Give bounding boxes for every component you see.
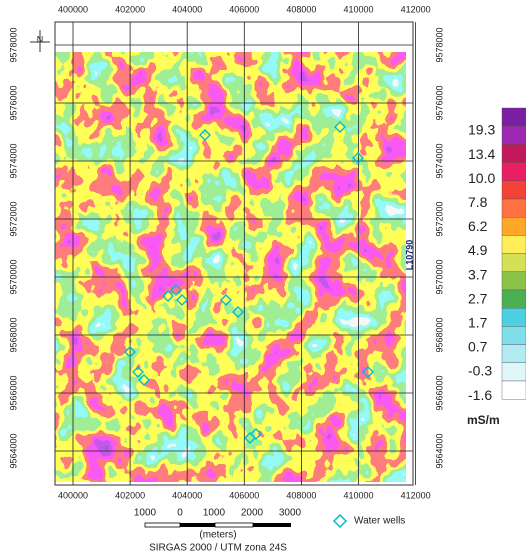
colorbar-label: 0.7	[468, 339, 488, 355]
colorbar-unit: mS/m	[467, 413, 500, 427]
colorbar-swatch	[501, 216, 526, 236]
well-marker	[162, 290, 174, 302]
colorbar-swatch	[501, 308, 526, 327]
scale-label: 1000	[134, 508, 157, 519]
colorbar-swatch	[501, 198, 526, 218]
top-axis-label: 408000	[286, 4, 316, 14]
top-axis-label: 402000	[115, 4, 145, 14]
colorbar-label: 3.7	[468, 266, 488, 282]
left-axis-label: 9578000	[8, 27, 18, 62]
right-axis-label: 9566000	[434, 375, 444, 410]
right-axis-label: 9578000	[434, 27, 444, 62]
right-axis-label: 9570000	[434, 259, 444, 294]
left-axis-label: 9566000	[8, 375, 18, 410]
colorbar-swatch	[501, 125, 526, 145]
top-axis-label: 400000	[58, 4, 88, 14]
colorbar-swatch	[501, 362, 526, 382]
scale-label: 0	[177, 508, 183, 519]
top-axis-label: 404000	[172, 4, 202, 14]
colorbar-swatch	[501, 180, 526, 200]
right-axis-label: 9564000	[434, 433, 444, 468]
bottom-axis-label: 408000	[286, 490, 316, 500]
well-marker	[170, 284, 182, 296]
colorbar-swatch	[501, 344, 526, 364]
left-axis-label: 9568000	[8, 317, 18, 352]
well-marker	[176, 294, 188, 306]
well-marker	[132, 366, 144, 378]
right-axis-label: 9572000	[434, 201, 444, 236]
north-arrow: N	[30, 30, 50, 52]
colorbar-label: 7.8	[468, 194, 488, 210]
colorbar-swatch	[501, 162, 526, 182]
well-marker	[199, 129, 211, 141]
projection: SIRGAS 2000 / UTM zona 24S	[149, 543, 287, 554]
right-axis-label: 9568000	[434, 317, 444, 352]
right-axis-label: 9574000	[434, 143, 444, 178]
scale-label: 2000	[241, 508, 264, 519]
legend-symbol	[332, 513, 348, 529]
top-axis-label: 412000	[401, 4, 431, 14]
top-axis-label: 406000	[229, 4, 259, 14]
left-axis-label: 9572000	[8, 201, 18, 236]
colorbar-swatch	[501, 380, 526, 400]
bottom-axis-label: 402000	[115, 490, 145, 500]
colorbar-label: -1.6	[468, 387, 492, 403]
scale-label: 3000	[279, 508, 302, 519]
colorbar-label: 2.7	[468, 290, 488, 306]
well-marker	[124, 346, 136, 358]
colorbar-label: 1.7	[468, 315, 488, 331]
scale-label: 1000	[203, 508, 226, 519]
well-marker	[250, 428, 262, 440]
conductivity-raster	[55, 52, 406, 482]
well-marker	[362, 366, 374, 378]
legend-label: Water wells	[354, 516, 405, 527]
line-label: L10790	[404, 240, 414, 271]
colorbar-label: -0.3	[468, 363, 492, 379]
colorbar-swatch	[501, 144, 526, 163]
left-axis-label: 9570000	[8, 259, 18, 294]
scale-unit: (meters)	[199, 530, 236, 541]
well-marker	[232, 306, 244, 318]
map-frame	[54, 21, 414, 486]
left-axis-label: 9574000	[8, 143, 18, 178]
well-marker	[352, 152, 364, 164]
water-wells	[124, 121, 374, 444]
bottom-axis-label: 412000	[401, 490, 431, 500]
grid: 400000 402000 404000 406000 408000 410000 4120…	[8, 4, 444, 500]
left-axis-label: 9564000	[8, 433, 18, 468]
colorbar: 19.3 13.4 10.0 7.8 6.2 4.9 3.7 2.7 1.7 0.7 -0.3 -1.…	[468, 107, 526, 403]
well-marker	[220, 294, 232, 306]
colorbar-swatch	[501, 107, 526, 127]
bottom-axis-label: 404000	[172, 490, 202, 500]
right-axis-label: 9576000	[434, 85, 444, 120]
colorbar-label: 6.2	[468, 218, 488, 234]
left-axis-label: 9576000	[8, 85, 18, 120]
bottom-axis-label: 406000	[229, 490, 259, 500]
colorbar-label: 13.4	[468, 146, 495, 162]
north-label: N	[37, 34, 44, 44]
colorbar-label: 19.3	[468, 122, 495, 138]
colorbar-label: 10.0	[468, 170, 495, 186]
colorbar-swatch	[501, 235, 526, 254]
well-marker	[138, 374, 150, 386]
colorbar-swatch	[501, 253, 526, 273]
well-marker	[334, 121, 346, 133]
colorbar-swatch	[501, 271, 526, 291]
colorbar-swatch	[501, 326, 526, 345]
bottom-axis-label: 400000	[58, 490, 88, 500]
top-axis-label: 410000	[343, 4, 373, 14]
bottom-axis-label: 410000	[343, 490, 373, 500]
scale-bar: 1000 0 1000 2000 3000	[134, 508, 302, 528]
colorbar-label: 4.9	[468, 242, 488, 258]
colorbar-swatch	[501, 289, 526, 309]
